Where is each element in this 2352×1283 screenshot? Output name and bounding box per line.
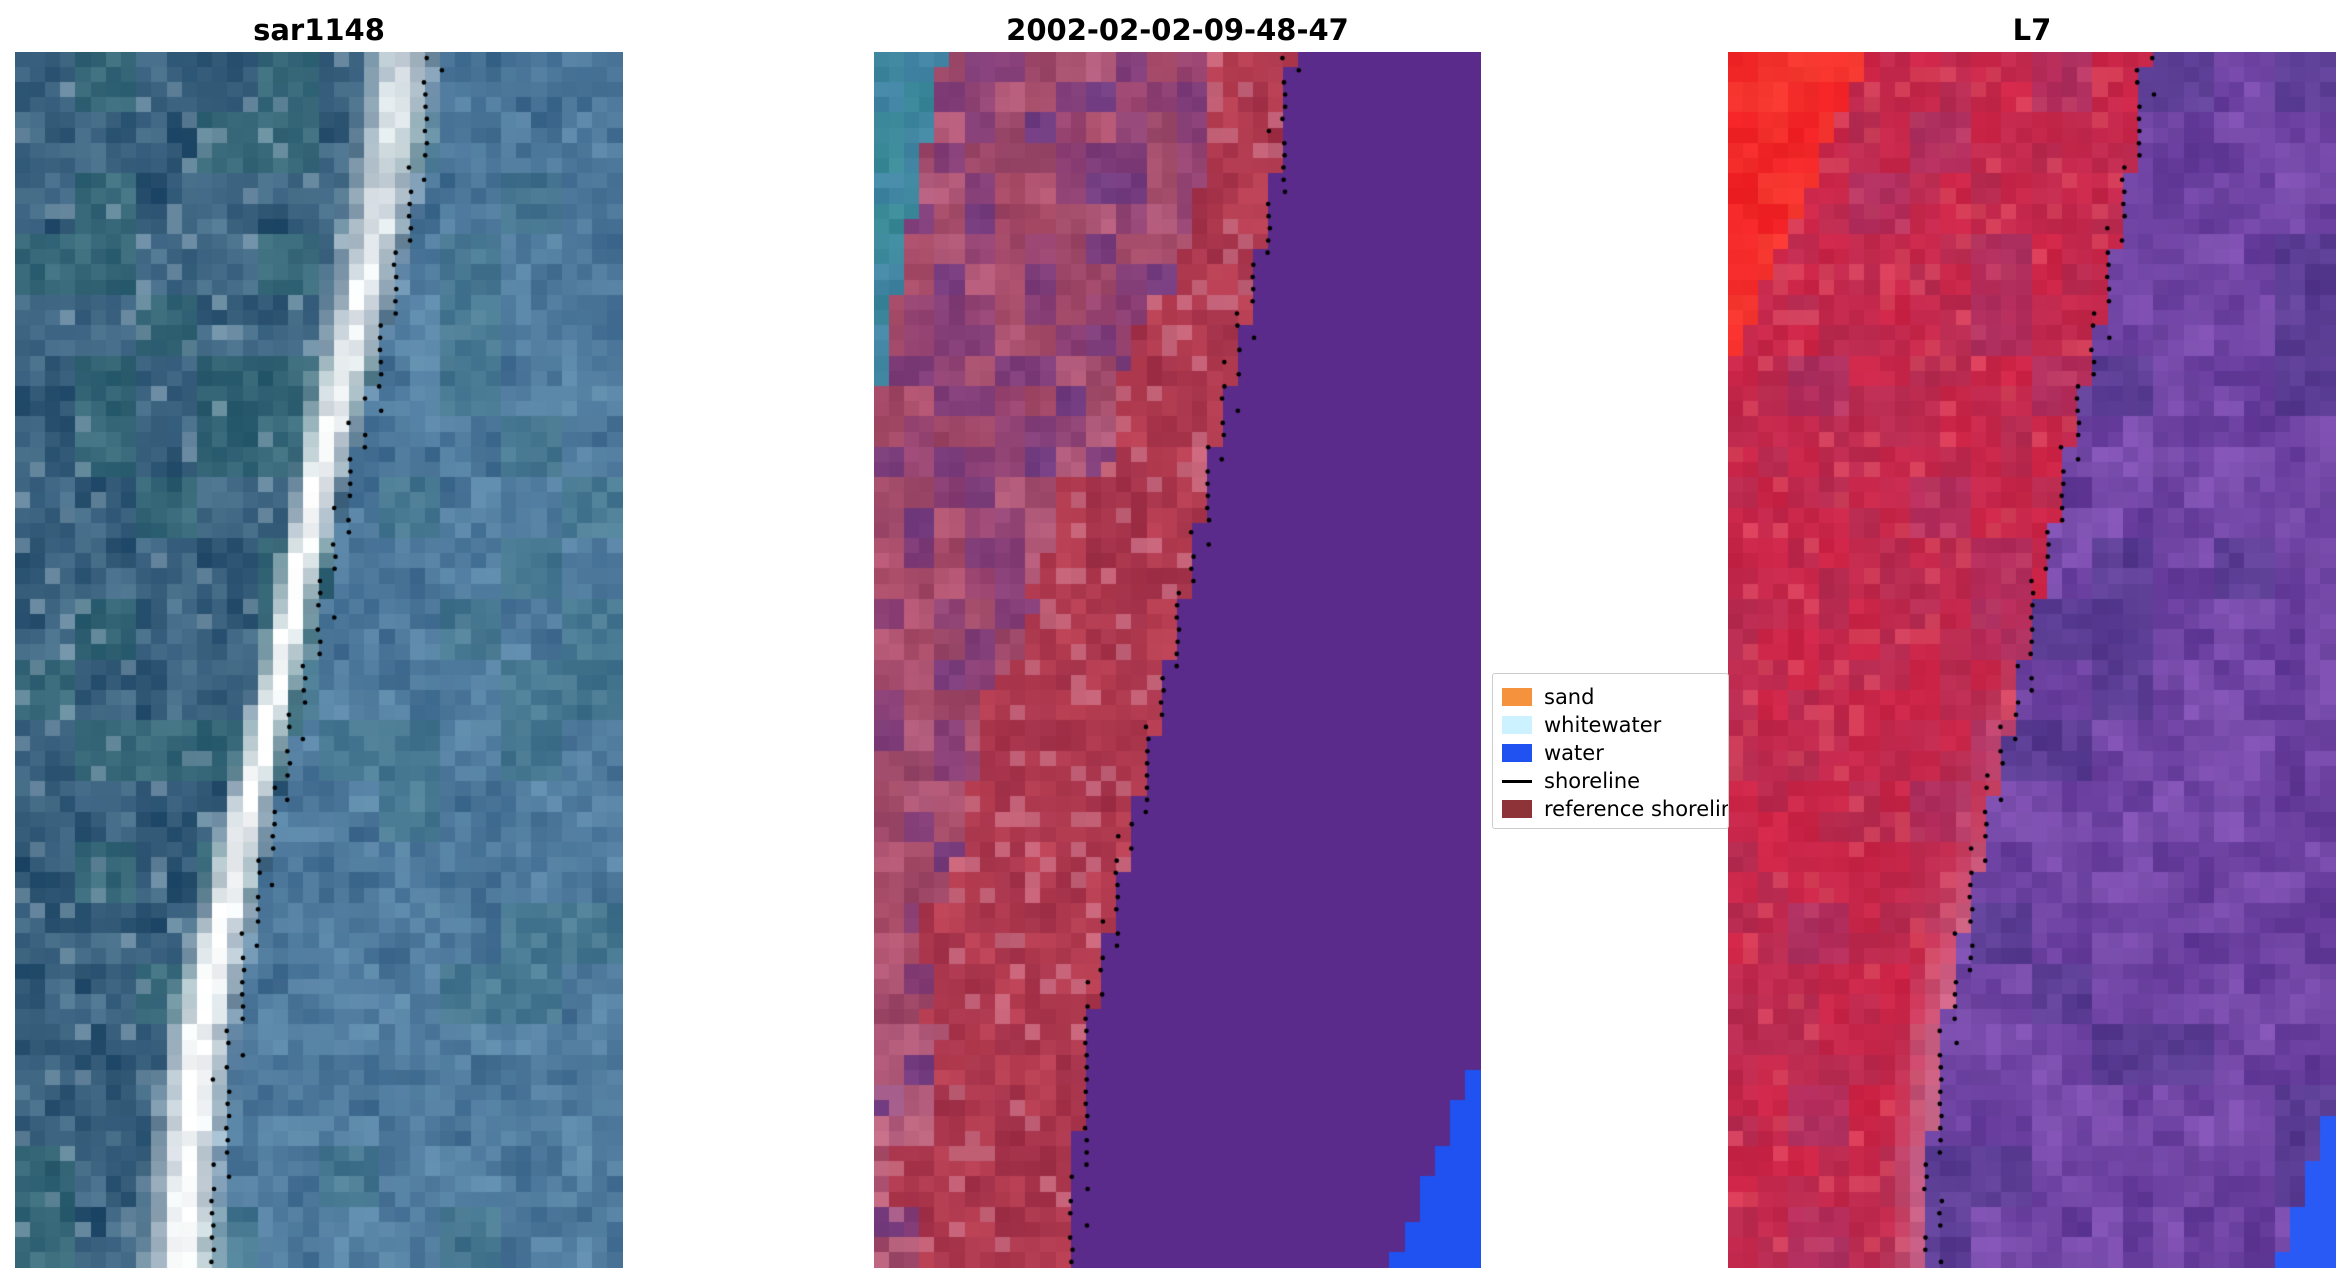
panel-title-l7: L7 — [2012, 13, 2052, 47]
reference-shoreline-swatch — [1502, 800, 1532, 818]
panel-title-sar1148: sar1148 — [253, 13, 385, 47]
legend-label-reference-shoreline: reference shoreline — [1544, 797, 1728, 821]
whitewater-swatch — [1502, 716, 1532, 734]
classification-image-panel — [874, 52, 1481, 1268]
legend: sand whitewater water shoreline referenc… — [1492, 673, 1729, 829]
legend-label-sand: sand — [1544, 685, 1595, 709]
legend-item-sand: sand — [1502, 683, 1728, 711]
legend-item-water: water — [1502, 739, 1728, 767]
legend-label-shoreline: shoreline — [1544, 769, 1641, 793]
legend-item-shoreline: shoreline — [1502, 767, 1728, 795]
legend-label-whitewater: whitewater — [1544, 713, 1662, 737]
sar-image-panel — [15, 52, 623, 1268]
legend-item-whitewater: whitewater — [1502, 711, 1728, 739]
sand-swatch — [1502, 688, 1532, 706]
sar-image-canvas — [15, 52, 623, 1268]
water-swatch — [1502, 744, 1532, 762]
legend-item-reference-shoreline: reference shoreline — [1502, 795, 1728, 823]
l7-image-panel — [1728, 52, 2336, 1268]
l7-image-canvas — [1728, 52, 2336, 1268]
legend-label-water: water — [1544, 741, 1604, 765]
shoreline-line-swatch — [1502, 779, 1532, 783]
classification-image-canvas — [874, 52, 1481, 1268]
panel-title-date: 2002-02-02-09-48-47 — [1006, 13, 1349, 47]
